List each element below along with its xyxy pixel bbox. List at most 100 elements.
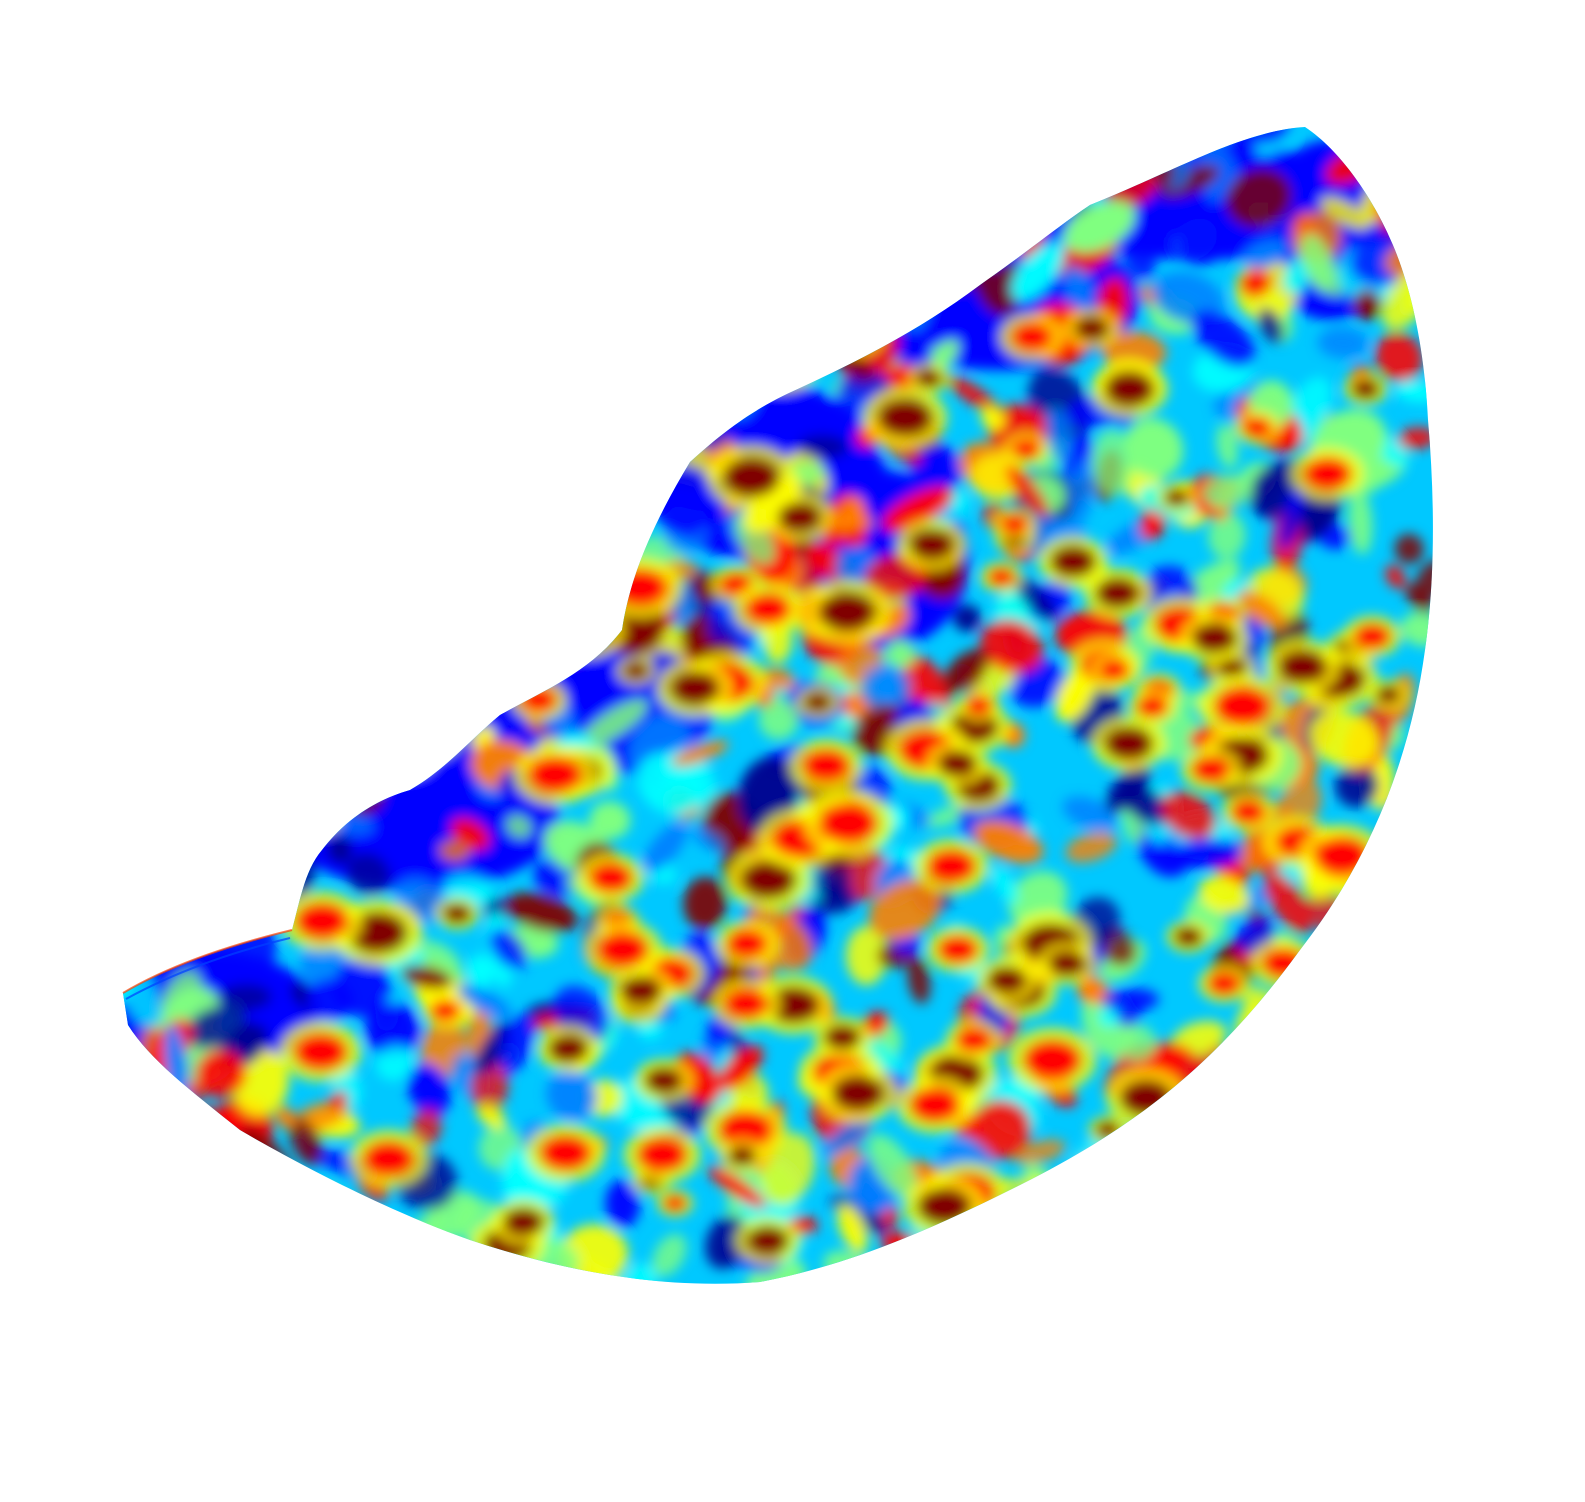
field-blob [354,1242,395,1266]
field-blob-halo [1110,1126,1175,1174]
field-blob [901,181,932,228]
field-blob [541,542,591,610]
field-blob [857,145,929,205]
field-blob [1314,1159,1336,1214]
field-blob [969,1100,1032,1160]
field-blob [321,594,361,632]
field-blob-core [1261,947,1306,979]
field-blob-core [541,509,590,543]
field-blob [259,482,299,531]
field-blob [151,807,196,838]
field-blob-core [294,902,350,941]
field-blob [721,320,775,371]
field-blob [436,1273,480,1284]
field-blob [376,1046,414,1081]
field-blob [671,740,729,767]
field-blob [835,154,885,196]
field-blob-core [1104,726,1154,761]
field-blob [169,1217,237,1251]
field-blob [781,272,838,301]
field-blob-core [429,999,461,1022]
field-blob [297,762,336,806]
field-blob [1309,710,1379,768]
field-blob [1146,1156,1190,1205]
field-blob [288,1117,324,1166]
field-blob [259,1238,289,1264]
field-blob [1365,1244,1400,1277]
field-blob [201,505,278,568]
field-blob [235,546,290,595]
field-blob [1006,465,1049,517]
field-blob-halo [281,410,363,470]
field-blob [1011,243,1064,301]
field-blob-halo [317,521,364,556]
field-blob-core [283,521,343,564]
field-blob-halo [450,644,506,686]
field-blob [123,315,158,358]
field-blob-core [537,510,575,537]
field-blob [285,221,328,264]
field-blob [439,226,470,259]
field-blob [123,1177,156,1229]
field-blob [541,137,608,201]
field-blob-halo [400,325,489,390]
field-blob-core [670,670,720,706]
field-blob-core [588,862,633,894]
field-blob-core [1163,488,1190,507]
field-blob [774,248,823,305]
field-blob [488,412,519,434]
field-blob [667,127,694,148]
field-blob-halo [794,301,856,346]
field-blob-halo [1350,957,1433,1023]
field-blob [1012,1139,1066,1165]
field-blob [822,1118,871,1157]
field-blob [1078,1223,1101,1264]
field-blob [498,1013,535,1074]
field-blob [1018,1271,1043,1284]
field-blob [1352,1006,1417,1039]
field-blob [238,1172,273,1190]
field-blob [978,1254,1015,1284]
field-blob-halo [1350,1043,1415,1091]
field-blob [879,225,939,298]
field-blob-halo [1263,1057,1351,1122]
field-blob [316,1221,350,1268]
field-blob [1263,871,1313,934]
field-blob [246,704,318,739]
field-blob-halo [436,354,502,402]
field-blob [141,568,190,617]
field-blob-core [718,1110,773,1149]
field-blob [410,1108,442,1149]
field-blob [563,356,598,394]
field-blob [1056,1234,1101,1284]
field-blob [734,512,776,565]
field-blob-core [1000,514,1029,535]
field-blob-halo [528,503,585,545]
field-blob [1198,875,1250,915]
field-blob-halo [1077,1203,1123,1237]
field-blob [467,954,493,990]
field-blob-core [1361,1052,1404,1082]
field-blob [295,378,334,456]
field-blob [1415,559,1433,600]
field-blob [123,127,136,158]
field-blob [267,1254,326,1284]
field-blob [645,308,710,348]
field-blob [664,333,703,390]
field-blob [1367,942,1398,999]
field-blob [868,879,942,941]
field-blob [1239,268,1272,298]
field-blob [894,282,925,322]
field-blob [1381,1223,1432,1260]
field-blob [363,349,407,390]
field-blob [664,304,706,349]
field-blob [557,127,580,195]
field-blob [279,299,332,342]
field-blob-core [1241,416,1273,438]
field-blob [153,507,207,570]
field-blob [229,340,304,405]
field-blob [1302,1035,1364,1086]
field-blob [160,804,195,853]
field-blob [226,626,277,664]
